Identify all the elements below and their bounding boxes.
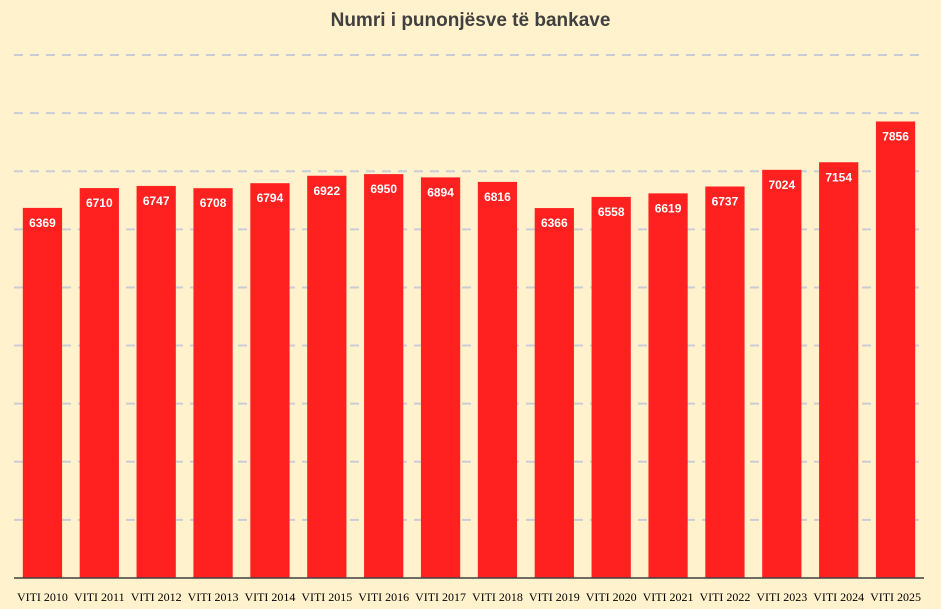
x-tick-label: VITI 2022 <box>699 590 750 604</box>
bar <box>477 181 518 578</box>
bar <box>79 188 119 578</box>
data-label: 6619 <box>655 201 682 215</box>
data-label: 6794 <box>257 191 284 205</box>
data-label: 7154 <box>825 170 852 184</box>
data-label: 6737 <box>712 195 739 209</box>
data-label: 6816 <box>484 190 511 204</box>
x-tick-label: VITI 2013 <box>188 590 239 604</box>
data-label: 6922 <box>313 184 340 198</box>
data-label: 6747 <box>143 194 170 208</box>
bar <box>591 196 631 578</box>
bar <box>250 183 290 578</box>
x-tick-label: VITI 2014 <box>244 590 295 604</box>
x-tick-label: VITI 2024 <box>813 590 864 604</box>
bar <box>420 177 461 578</box>
data-label: 6894 <box>427 185 454 199</box>
x-tick-label: VITI 2011 <box>74 590 125 604</box>
bar <box>22 207 63 579</box>
x-tick-label: VITI 2023 <box>756 590 807 604</box>
x-tick-label: VITI 2020 <box>586 590 637 604</box>
bar <box>762 169 802 578</box>
data-label: 7856 <box>882 129 909 143</box>
bar <box>364 174 404 578</box>
data-label: 6558 <box>598 205 625 219</box>
x-tick-label: VITI 2010 <box>17 590 68 604</box>
bar <box>136 185 176 579</box>
bar <box>648 193 688 578</box>
x-tick-label: VITI 2018 <box>472 590 523 604</box>
bar <box>875 121 916 578</box>
x-tick-label: VITI 2012 <box>131 590 182 604</box>
data-label: 6710 <box>86 196 113 210</box>
bar <box>534 208 574 578</box>
chart-title: Numri i punonjësve të bankave <box>330 10 611 31</box>
bar <box>307 175 347 578</box>
x-tick-label: VITI 2019 <box>529 590 580 604</box>
bar <box>819 162 859 578</box>
x-tick-label: VITI 2021 <box>643 590 694 604</box>
data-label: 6369 <box>29 216 56 230</box>
data-label: 6708 <box>200 196 227 210</box>
data-label: 6950 <box>370 182 397 196</box>
x-tick-label: VITI 2025 <box>870 590 921 604</box>
bar <box>193 188 233 578</box>
x-tick-label: VITI 2017 <box>415 590 466 604</box>
data-label: 7024 <box>768 178 795 192</box>
x-tick-label: VITI 2016 <box>358 590 409 604</box>
bar <box>705 186 745 579</box>
x-tick-label: VITI 2015 <box>301 590 352 604</box>
data-label: 6366 <box>541 216 568 230</box>
